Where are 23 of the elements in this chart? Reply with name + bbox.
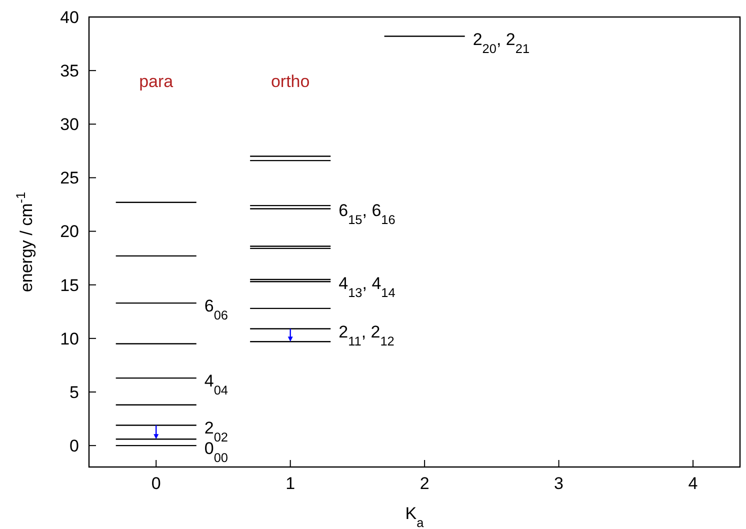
y-tick-label: 30: [60, 115, 79, 134]
y-tick-label: 0: [70, 436, 79, 456]
y-tick-label: 25: [60, 168, 79, 188]
y-tick-label: 35: [60, 62, 79, 81]
y-tick-label: 15: [60, 276, 79, 295]
annotation: 4$_{13}$, 4$_{14}$: [338, 274, 396, 300]
x-tick-label: 4: [688, 474, 698, 493]
y-tick-label: 20: [60, 222, 79, 242]
annotation: ortho: [270, 72, 310, 91]
x-tick-label: 2: [420, 474, 430, 493]
y-tick-label: 5: [70, 382, 79, 402]
annotation: 6$_{06}$: [204, 296, 228, 322]
x-tick-label: 1: [286, 474, 296, 493]
x-tick-label: 0: [151, 474, 161, 493]
x-axis-title: K$_{a}$: [405, 504, 425, 529]
x-tick-label: 3: [554, 474, 564, 493]
y-tick-label: 40: [60, 8, 79, 27]
annotation: 2$_{20}$, 2$_{21}$: [472, 30, 530, 56]
annotation: 6$_{15}$, 6$_{16}$: [338, 201, 396, 227]
annotation: 4$_{04}$: [204, 372, 228, 398]
annotation: para: [139, 72, 174, 91]
annotation: 2$_{11}$, 2$_{12}$: [338, 322, 394, 348]
y-tick-label: 10: [60, 329, 79, 348]
